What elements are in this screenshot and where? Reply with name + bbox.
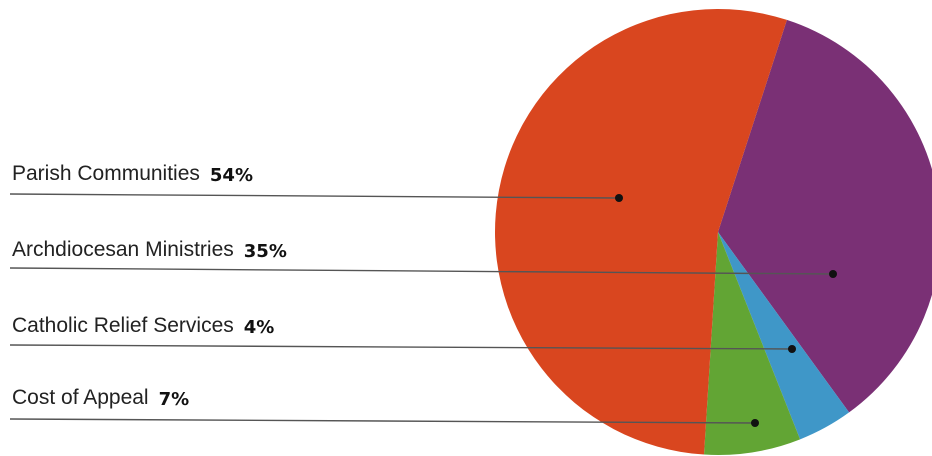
leader-line-cost-of-appeal (9, 418, 756, 424)
pie-slice-catholic-relief-services (718, 232, 850, 440)
leader-dot-archdiocesan-ministries (829, 270, 837, 278)
leader-dot-catholic-relief-services (788, 345, 796, 353)
leader-line-parish-communities (9, 193, 620, 199)
legend-label-parish-communities: Parish Communities (12, 162, 200, 185)
leader-lines (9, 193, 837, 427)
legend-percent-parish-communities: 54% (210, 165, 253, 186)
leader-line-archdiocesan-ministries (9, 267, 834, 275)
legend-label-catholic-relief-services: Catholic Relief Services (12, 314, 234, 337)
legend-label-cost-of-appeal: Cost of Appeal (12, 386, 149, 409)
leader-dot-cost-of-appeal (751, 419, 759, 427)
legend-label-archdiocesan-ministries: Archdiocesan Ministries (12, 238, 234, 261)
pie-slice-cost-of-appeal (703, 232, 801, 455)
legend-percent-catholic-relief-services: 4% (244, 317, 275, 338)
pie-slices (495, 9, 932, 455)
leader-line-catholic-relief-services (9, 344, 793, 350)
legend-labels: Parish Communities 54% Archdiocesan Minist… (12, 162, 287, 410)
leader-dot-parish-communities (615, 194, 623, 202)
pie-slice-parish-communities (495, 9, 787, 455)
legend-percent-cost-of-appeal: 7% (159, 389, 190, 410)
pie-slice-archdiocesan-ministries (718, 19, 932, 413)
legend-percent-archdiocesan-ministries: 35% (244, 241, 287, 262)
